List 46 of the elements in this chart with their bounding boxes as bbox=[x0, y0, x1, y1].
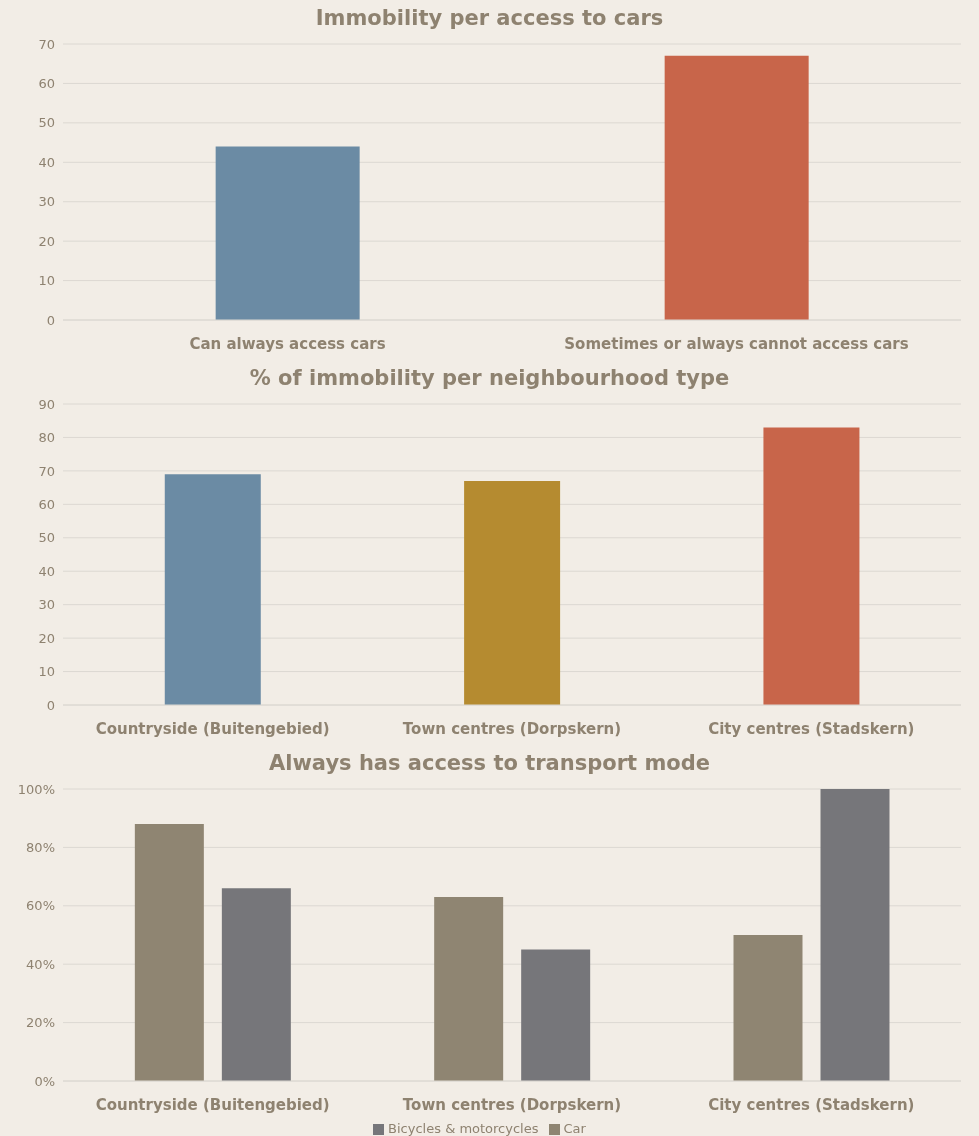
y-tick-label: 0 bbox=[46, 312, 55, 328]
y-tick-label: 50 bbox=[38, 530, 55, 546]
legend-label: Bicycles & motorcycles bbox=[388, 1121, 539, 1136]
y-tick-label: 70 bbox=[38, 36, 55, 52]
x-tick-label: Town centres (Dorpskern) bbox=[402, 1095, 622, 1114]
y-tick-label: 80 bbox=[38, 430, 55, 446]
chart-title: % of immobility per neighbourhood type bbox=[248, 365, 731, 392]
x-tick-label: Sometimes or always cannot access cars bbox=[564, 334, 909, 353]
bar bbox=[221, 888, 291, 1081]
x-tick-label: City centres (Stadskern) bbox=[708, 1095, 915, 1114]
bar bbox=[464, 480, 561, 705]
y-tick-label: 0% bbox=[34, 1073, 55, 1089]
y-tick-label: 80% bbox=[26, 840, 55, 856]
y-tick-label: 40 bbox=[38, 154, 55, 170]
y-tick-label: 50 bbox=[38, 115, 55, 131]
y-tick-label: 20 bbox=[38, 233, 55, 249]
bar bbox=[134, 824, 204, 1081]
y-tick-label: 40% bbox=[26, 956, 55, 972]
y-tick-label: 20% bbox=[26, 1015, 55, 1031]
y-tick-label: 40 bbox=[38, 563, 55, 579]
x-tick-label: Countryside (Buitengebied) bbox=[95, 1095, 330, 1114]
y-tick-label: 10 bbox=[38, 664, 55, 680]
y-tick-label: 60 bbox=[38, 76, 55, 92]
y-tick-label: 70 bbox=[38, 463, 55, 479]
bar bbox=[434, 897, 504, 1081]
y-tick-label: 30 bbox=[38, 597, 55, 613]
y-tick-label: 30 bbox=[38, 194, 55, 210]
y-tick-label: 60 bbox=[38, 496, 55, 512]
x-tick-label: Town centres (Dorpskern) bbox=[402, 719, 622, 738]
chart-title: Immobility per access to cars bbox=[314, 5, 665, 32]
y-tick-label: 90 bbox=[38, 396, 55, 412]
x-tick-label: Can always access cars bbox=[189, 334, 386, 353]
bar bbox=[521, 949, 591, 1081]
y-tick-label: 10 bbox=[38, 273, 55, 289]
x-tick-label: Countryside (Buitengebied) bbox=[95, 719, 330, 738]
bar bbox=[164, 474, 261, 705]
y-tick-label: 20 bbox=[38, 630, 55, 646]
y-tick-label: 60% bbox=[26, 898, 55, 914]
bar bbox=[733, 935, 803, 1081]
y-tick-label: 0 bbox=[46, 697, 55, 713]
y-tick-label: 100% bbox=[17, 781, 55, 797]
bar bbox=[820, 789, 890, 1081]
legend-label: Car bbox=[563, 1121, 586, 1136]
chart-title: Always has access to transport mode bbox=[268, 750, 711, 777]
x-tick-label: City centres (Stadskern) bbox=[708, 719, 915, 738]
bar bbox=[763, 427, 860, 705]
